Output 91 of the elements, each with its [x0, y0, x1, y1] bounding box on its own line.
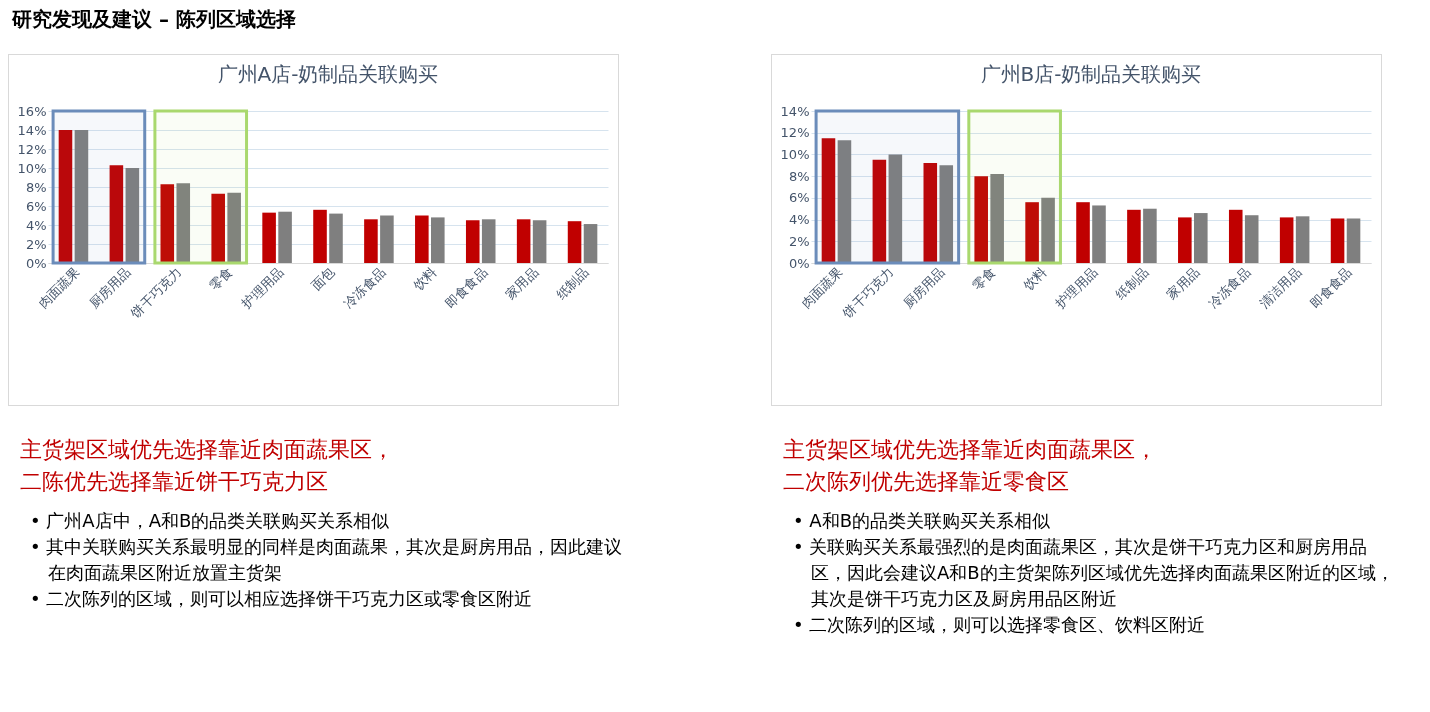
- bar: [1279, 217, 1294, 263]
- bar: [1143, 208, 1157, 263]
- bar: [109, 165, 124, 263]
- bar: [821, 138, 836, 263]
- bar: [583, 224, 598, 263]
- x-tick-label: 冷冻食品: [1205, 264, 1253, 312]
- y-tick-label: 6%: [788, 190, 810, 206]
- bar: [431, 217, 445, 263]
- x-tick-label: 厨房用品: [900, 264, 948, 312]
- y-tick-label: 16%: [17, 103, 47, 119]
- x-tick-label: 冷冻食品: [340, 264, 389, 312]
- text: • 二次陈列的区域，则可以选择零食区、饮料区附近: [793, 613, 1207, 637]
- bar: [1330, 218, 1345, 263]
- bar: [1041, 197, 1055, 263]
- y-tick-label: 4%: [788, 212, 810, 228]
- chart-title: 广州A店-奶制品关联购买: [217, 62, 439, 86]
- text: 主货架区域优先选择靠近肉面蔬果区，: [783, 437, 1157, 462]
- bar: [1092, 205, 1106, 263]
- x-tick-label: 饮料: [409, 264, 440, 294]
- y-tick-label: 0%: [788, 255, 810, 271]
- bar: [262, 212, 276, 263]
- bar: [176, 183, 191, 263]
- y-tick-label: 2%: [788, 233, 810, 249]
- bar: [58, 130, 73, 263]
- bar: [160, 184, 175, 263]
- bar: [990, 173, 1004, 263]
- bar: [939, 165, 954, 263]
- text: • 广州A店中，A和B的品类关联购买关系相似: [30, 509, 391, 533]
- x-tick-label: 纸制品: [1112, 264, 1152, 303]
- bar: [380, 215, 394, 263]
- y-tick-label: 10%: [780, 146, 810, 162]
- y-tick-label: 2%: [25, 236, 47, 252]
- bar: [1228, 209, 1243, 263]
- bar: [567, 221, 582, 263]
- y-tick-label: 10%: [17, 160, 47, 176]
- y-tick-label: 6%: [25, 198, 47, 214]
- x-tick-label: 家用品: [1163, 264, 1203, 303]
- bar: [888, 154, 903, 263]
- bar: [125, 168, 140, 263]
- bar: [278, 211, 292, 263]
- bar: [74, 130, 89, 263]
- bar: [1178, 217, 1192, 263]
- bar: [516, 219, 531, 263]
- bar: [1346, 218, 1361, 263]
- text: • A和B的品类关联购买关系相似: [793, 509, 1051, 533]
- x-tick-label: 清洁用品: [1256, 264, 1304, 312]
- x-tick-label: 纸制品: [553, 264, 592, 303]
- chart-title: 广州B店-奶制品关联购买: [980, 62, 1202, 86]
- bar: [923, 163, 938, 263]
- bar: [415, 215, 429, 263]
- text: 研究发现及建议 – 陈列区域选择: [12, 6, 296, 33]
- y-tick-label: 0%: [25, 255, 47, 271]
- y-tick-label: 12%: [17, 141, 47, 157]
- x-tick-label: 家用品: [502, 264, 541, 303]
- bar: [465, 220, 480, 263]
- y-tick-label: 4%: [25, 217, 47, 233]
- bar: [211, 193, 225, 263]
- bar: [1127, 209, 1141, 263]
- y-tick-label: 12%: [780, 125, 810, 141]
- bar: [974, 176, 988, 263]
- bar: [364, 219, 378, 263]
- bar: [837, 140, 852, 263]
- x-tick-label: 护理用品: [238, 264, 287, 313]
- text: 主货架区域优先选择靠近肉面蔬果区，: [20, 437, 394, 462]
- text: 二次陈列优先选择靠近零食区: [783, 469, 1069, 494]
- bar: [1244, 215, 1259, 263]
- y-tick-label: 14%: [780, 103, 810, 119]
- y-tick-label: 8%: [788, 168, 810, 184]
- bar: [532, 220, 547, 263]
- text: • 二次陈列的区域，则可以相应选择饼干巧克力区或零食区附近: [30, 587, 534, 611]
- bar: [1194, 213, 1208, 263]
- bar: [227, 192, 241, 263]
- bar: [329, 213, 343, 263]
- bar: [1295, 216, 1310, 263]
- text: • 其中关联购买关系最明显的同样是肉面蔬果，其次是厨房用品，因此建议在肉面蔬果区附近放置主货架: [30, 535, 624, 585]
- bar: [481, 219, 496, 263]
- x-tick-label: 零食: [206, 264, 236, 294]
- x-tick-label: 面包: [308, 264, 338, 294]
- bar: [1025, 202, 1039, 263]
- bar: [313, 209, 327, 263]
- x-tick-label: 零食: [969, 264, 999, 294]
- text: 二陈优先选择靠近饼干巧克力区: [20, 469, 328, 494]
- y-tick-label: 8%: [25, 179, 47, 195]
- x-tick-label: 护理用品: [1052, 264, 1101, 313]
- y-tick-label: 14%: [17, 122, 47, 138]
- bar: [1076, 202, 1090, 263]
- x-tick-label: 即食食品: [442, 264, 490, 312]
- text: • 关联购买关系最强烈的是肉面蔬果区，其次是饼干巧克力区和厨房用品区，因此会建议A和B的主货架陈列区域优先选择肉面蔬果区附近的区域，其次是饼干巧克力区及厨房用品区附近: [793, 535, 1395, 611]
- x-tick-label: 即食食品: [1307, 264, 1355, 312]
- bar: [872, 159, 887, 263]
- x-tick-label: 饮料: [1019, 264, 1050, 294]
